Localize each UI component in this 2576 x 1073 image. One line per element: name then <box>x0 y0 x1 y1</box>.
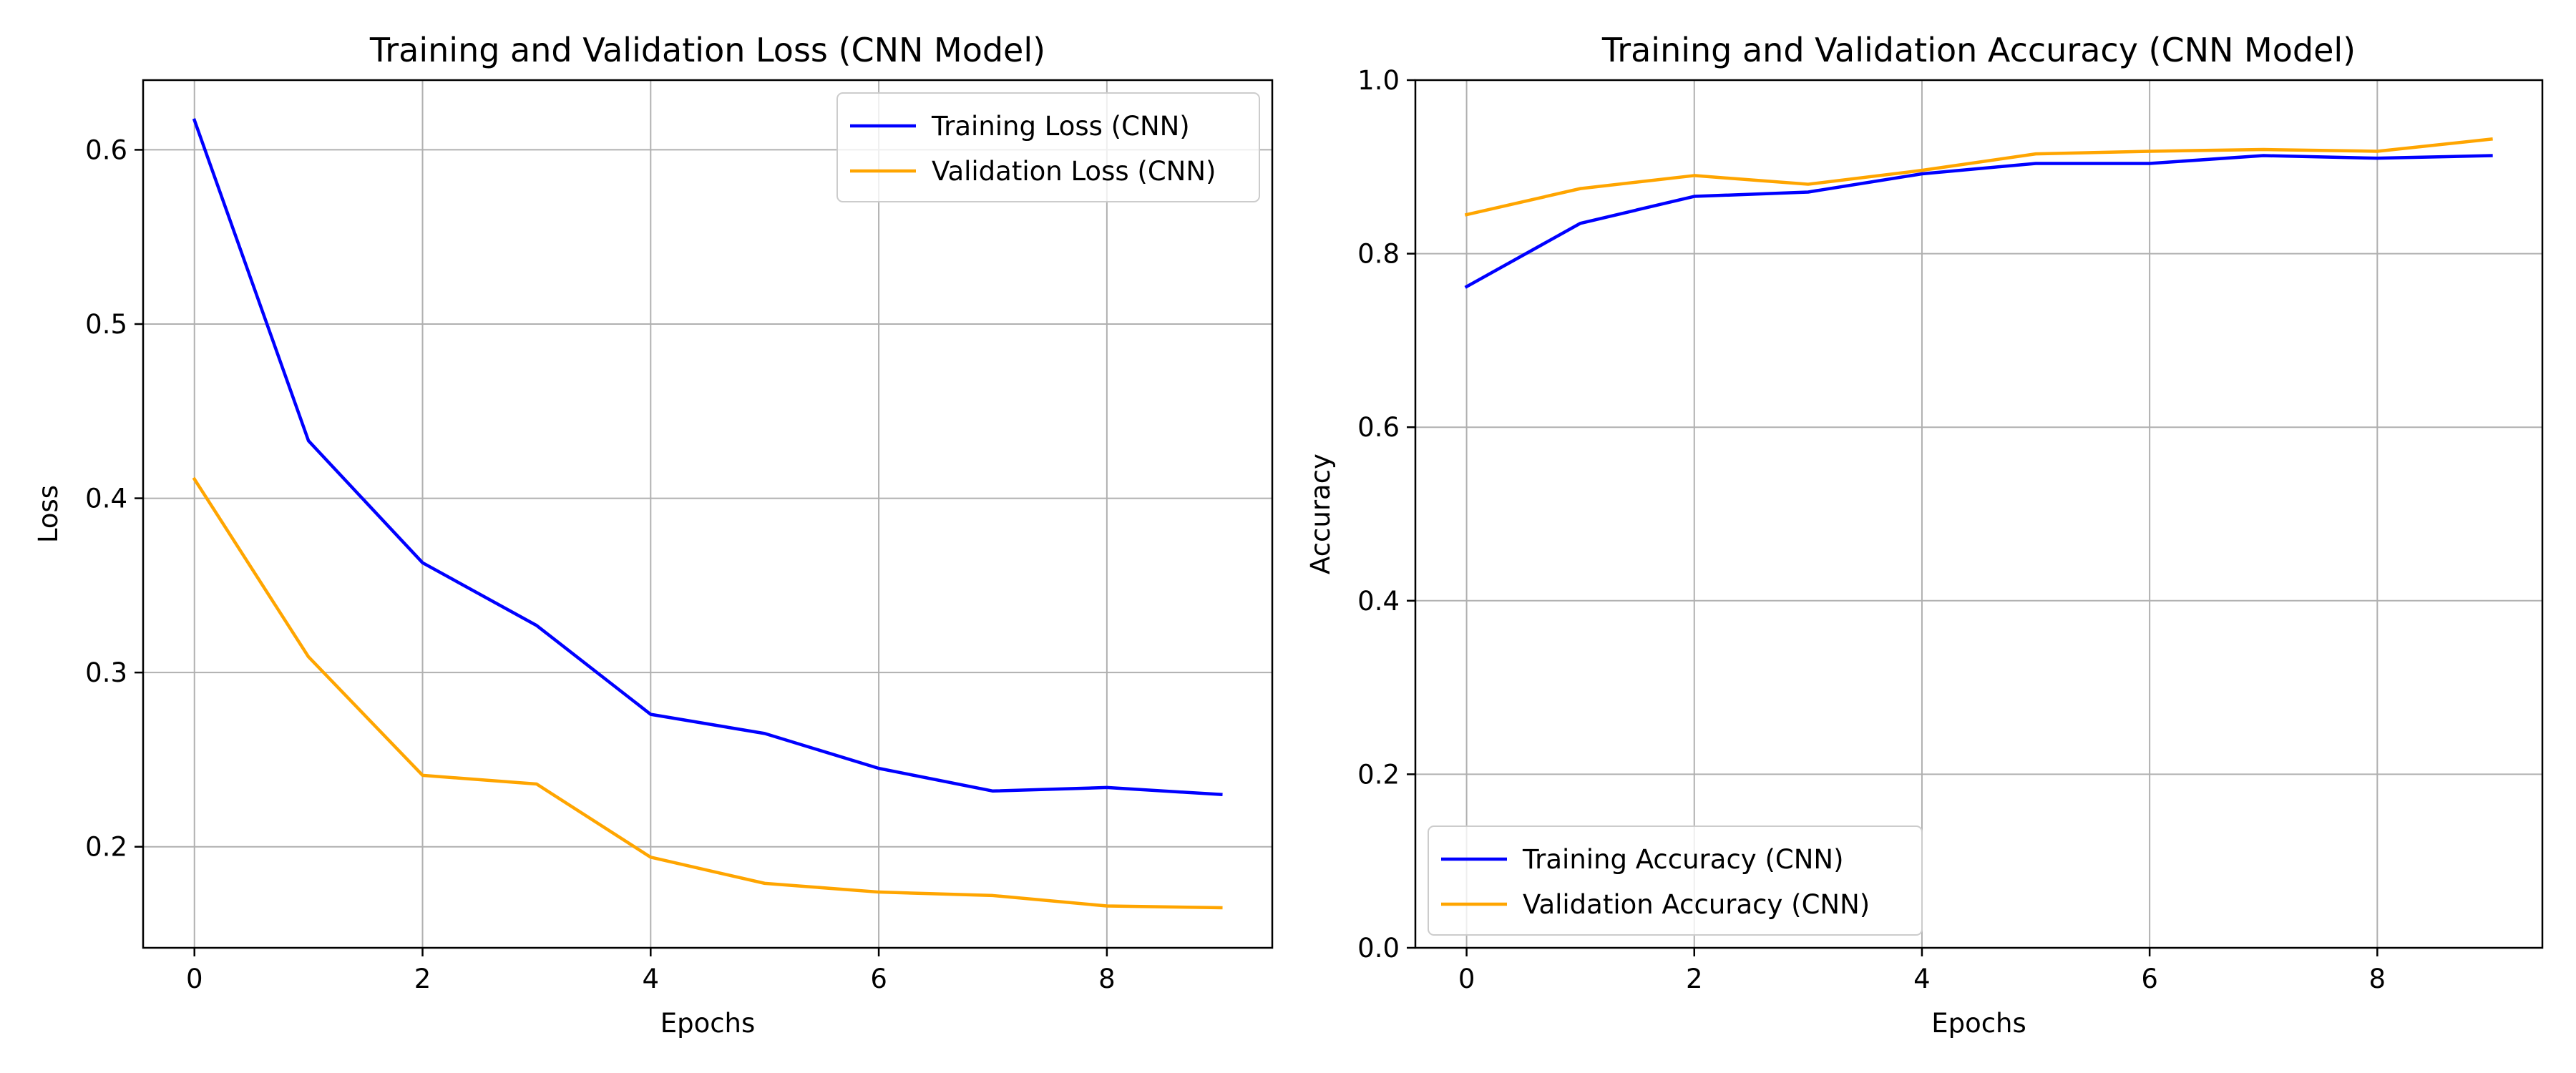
chart-2-y-tick-label: 0.0 <box>1357 933 1400 964</box>
chart-1-x-tick-label: 6 <box>870 964 887 994</box>
chart-1-x-tick-label: 0 <box>186 964 203 994</box>
chart-2-y-tick-label: 0.8 <box>1357 239 1400 270</box>
chart-1-y-axis-label: Loss <box>33 485 64 543</box>
chart-2-y-axis-label: Accuracy <box>1305 454 1336 574</box>
chart-1-series-line-1 <box>192 118 1223 797</box>
chart-2-series-line-2 <box>1464 137 2493 217</box>
chart-2-series-line-1 <box>1464 154 2493 289</box>
chart-2-y-tick-label: 0.6 <box>1357 412 1400 443</box>
chart-1-x-tick-label: 4 <box>643 964 660 994</box>
chart-1-axes-frame <box>142 79 1274 949</box>
chart-2-x-tick-label: 4 <box>1913 964 1931 994</box>
chart-2: 0 2 4 6 8 0.0 0.2 0.4 0.6 0.8 1.0 Epochs Accuracy Tra… <box>1305 31 2544 1039</box>
chart-1-legend-label-2: Validation Loss (CNN) <box>932 156 1216 187</box>
chart-2-legend-label-2: Validation Accuracy (CNN) <box>1523 889 1870 920</box>
chart-1-title: Training and Validation Loss (CNN Model) <box>369 31 1045 69</box>
chart-1-y-tick-label: 0.6 <box>85 134 127 165</box>
chart-1-x-tick-label: 8 <box>1098 964 1116 994</box>
chart-2-x-tick-label: 6 <box>2141 964 2158 994</box>
chart-1-y-tick-label: 0.3 <box>85 657 127 688</box>
chart-1-legend-label-1: Training Loss (CNN) <box>931 111 1190 142</box>
chart-2-legend: Training Accuracy (CNN) Validation Accura… <box>1428 825 1923 936</box>
chart-1-y-tick-label: 0.5 <box>85 309 127 340</box>
chart-2-x-tick-label: 8 <box>2369 964 2386 994</box>
chart-2-y-tick-label: 1.0 <box>1357 65 1400 96</box>
chart-1-series-line-2 <box>192 476 1223 910</box>
chart-1-y-tick-label: 0.2 <box>85 832 127 863</box>
chart-1-legend: Training Loss (CNN) Validation Loss (CNN) <box>836 92 1260 202</box>
chart-2-legend-label-1: Training Accuracy (CNN) <box>1522 844 1844 875</box>
chart-1-x-tick-label: 2 <box>414 964 431 994</box>
chart-2-legend-box <box>1428 825 1923 936</box>
chart-2-x-tick-label: 2 <box>1686 964 1703 994</box>
chart-2-y-tick-label: 0.2 <box>1357 759 1400 790</box>
chart-1-legend-box <box>836 92 1260 202</box>
chart-2-axes-frame <box>1414 79 2544 949</box>
chart-1-x-axis-label: Epochs <box>660 1008 756 1039</box>
chart-2-title: Training and Validation Accuracy (CNN Mo… <box>1601 31 2356 69</box>
chart-2-x-axis-label: Epochs <box>1931 1008 2026 1039</box>
chart-1: 0 2 4 6 8 0.2 0.3 0.4 0.5 0.6 Epochs Loss Training a… <box>33 31 1274 1039</box>
chart-1-y-tick-label: 0.4 <box>85 484 127 514</box>
chart-2-y-tick-label: 0.4 <box>1357 586 1400 617</box>
chart-2-x-tick-label: 0 <box>1458 964 1475 994</box>
